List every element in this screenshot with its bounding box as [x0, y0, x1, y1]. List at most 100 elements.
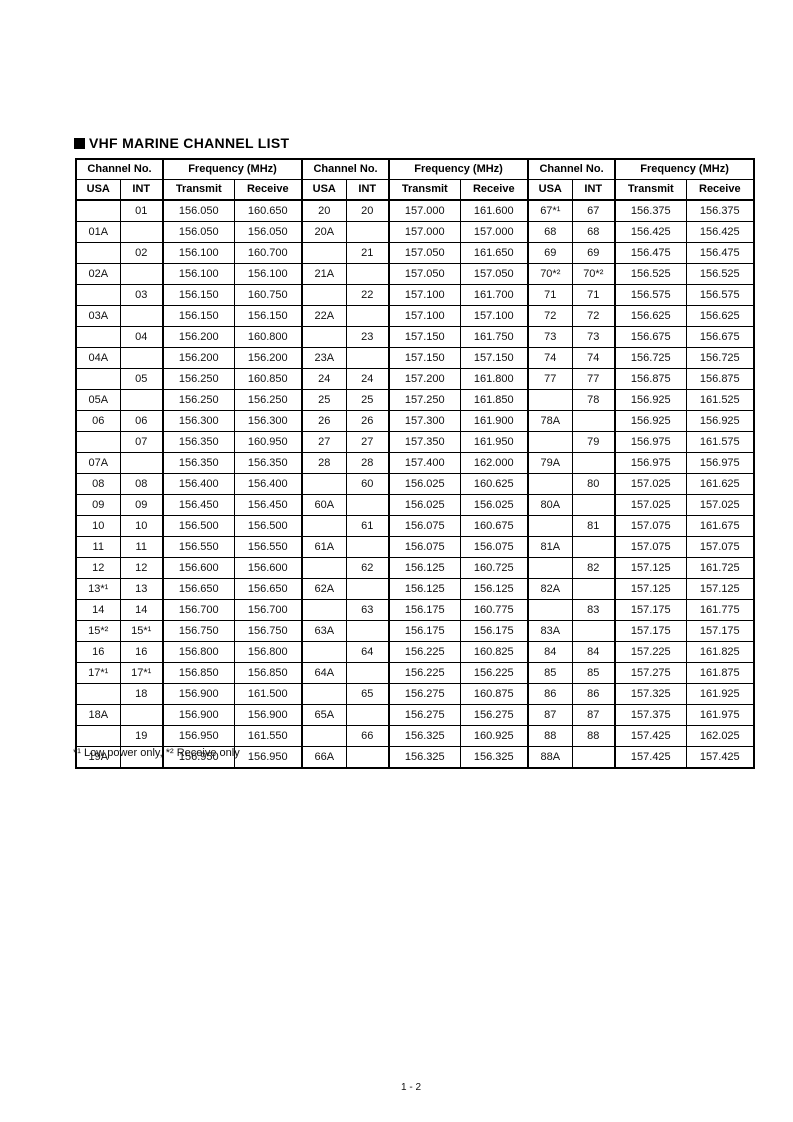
- table-cell: 156.450: [233, 494, 303, 516]
- table-cell: 161.825: [685, 641, 755, 663]
- table-header: Channel No. Frequency (MHz) Channel No. …: [74, 158, 755, 201]
- table-row: 19 156.950 161.550 66 156.325 160.925 88 88 157.…: [75, 725, 755, 747]
- table-cell: 157.150: [388, 326, 461, 348]
- table-cell: 157.250: [388, 389, 461, 411]
- table-cell: 157.000: [388, 221, 461, 243]
- table-cell: 04A: [75, 347, 121, 369]
- table-cell: 156.625: [614, 305, 687, 327]
- table-cell: 161.850: [459, 389, 529, 411]
- table-cell: 73: [571, 326, 616, 348]
- table-cell: 28: [345, 452, 390, 474]
- receive-column-header: Receive: [233, 179, 303, 201]
- table-cell: 161.775: [685, 599, 755, 621]
- table-cell: 157.075: [614, 515, 687, 537]
- table-cell: 156.075: [388, 536, 461, 558]
- table-cell: 157.150: [388, 347, 461, 369]
- table-cell: 61A: [301, 536, 347, 558]
- table-cell: 157.175: [614, 599, 687, 621]
- table-cell: 156.950: [162, 746, 235, 769]
- table-cell: [75, 326, 121, 348]
- table-cell: 157.200: [388, 368, 461, 390]
- table-cell: 157.125: [685, 578, 755, 600]
- table-cell: 156.600: [233, 557, 303, 579]
- table-cell: 156.250: [233, 389, 303, 411]
- channel-table-body: 01 156.050 160.650 20 20 157.000 161.600 67*¹ 67…: [75, 199, 755, 769]
- table-cell: 156.675: [614, 326, 687, 348]
- table-cell: 156.225: [459, 662, 529, 684]
- table-cell: 161.525: [685, 389, 755, 411]
- square-bullet-icon: [74, 137, 85, 149]
- transmit-column-header: Transmit: [162, 179, 235, 201]
- table-cell: 26: [301, 410, 347, 432]
- table-cell: 23A: [301, 347, 347, 369]
- table-cell: 156.175: [388, 620, 461, 642]
- table-cell: [345, 620, 390, 642]
- table-cell: 156.050: [162, 221, 235, 243]
- usa-column-header: USA: [527, 179, 573, 201]
- table-row: 04A 156.200 156.200 23A 157.150 157.150 74 74 15…: [75, 347, 755, 369]
- table-cell: [119, 221, 164, 243]
- table-cell: 64: [345, 641, 390, 663]
- footnote: *¹ Low power only, *² Receive only: [73, 747, 240, 759]
- table-cell: 61: [345, 515, 390, 537]
- table-cell: 156.975: [614, 452, 687, 474]
- table-cell: 156.275: [388, 704, 461, 726]
- table-cell: 85: [527, 662, 573, 684]
- table-cell: 03: [119, 284, 164, 306]
- table-cell: 156.700: [233, 599, 303, 621]
- table-cell: 156.900: [162, 683, 235, 705]
- table-cell: 160.875: [459, 683, 529, 705]
- table-cell: 160.625: [459, 473, 529, 495]
- table-cell: 156.900: [162, 704, 235, 726]
- table-cell: 157.075: [685, 536, 755, 558]
- table-cell: [571, 536, 616, 558]
- channel-no-group-header: Channel No.: [527, 158, 616, 180]
- table-cell: 88A: [527, 746, 573, 769]
- table-cell: 156.875: [614, 368, 687, 390]
- int-column-header: INT: [571, 179, 616, 201]
- table-cell: [75, 431, 121, 453]
- table-cell: 156.325: [388, 746, 461, 769]
- table-cell: 07A: [75, 452, 121, 474]
- table-cell: 156.650: [233, 578, 303, 600]
- table-cell: 19A: [75, 746, 121, 769]
- table-cell: 157.400: [388, 452, 461, 474]
- table-cell: 157.175: [614, 620, 687, 642]
- table-cell: [527, 431, 573, 453]
- table-cell: 156.150: [233, 305, 303, 327]
- table-cell: 162.025: [685, 725, 755, 747]
- table-cell: 157.275: [614, 662, 687, 684]
- table-cell: 156.325: [459, 746, 529, 769]
- table-cell: 80: [571, 473, 616, 495]
- table-cell: 156.025: [388, 494, 461, 516]
- table-cell: 23: [345, 326, 390, 348]
- receive-column-header: Receive: [685, 179, 755, 201]
- table-cell: 156.100: [233, 263, 303, 285]
- table-cell: 17*¹: [75, 662, 121, 684]
- table-cell: 157.100: [388, 305, 461, 327]
- table-cell: 70*²: [571, 263, 616, 285]
- table-cell: 156.900: [233, 704, 303, 726]
- table-cell: 157.000: [459, 221, 529, 243]
- table-cell: 156.375: [614, 199, 687, 222]
- table-cell: 156.175: [388, 599, 461, 621]
- table-cell: 156.075: [459, 536, 529, 558]
- table-cell: 156.500: [162, 515, 235, 537]
- table-cell: 78: [571, 389, 616, 411]
- table-cell: 156.875: [685, 368, 755, 390]
- table-cell: [75, 242, 121, 264]
- table-cell: [345, 536, 390, 558]
- table-cell: 156.100: [162, 263, 235, 285]
- table-row: 02 156.100 160.700 21 157.050 161.650 69 69 156.…: [75, 242, 755, 264]
- table-cell: 24: [301, 368, 347, 390]
- table-cell: [571, 746, 616, 769]
- table-row: 01A 156.050 156.050 20A 157.000 157.000 68 68 15…: [75, 221, 755, 243]
- table-cell: 160.775: [459, 599, 529, 621]
- column-header-row: USA INT Transmit Receive USA INT Transmi…: [75, 179, 755, 201]
- transmit-column-header: Transmit: [388, 179, 461, 201]
- table-cell: 82A: [527, 578, 573, 600]
- table-cell: 85: [571, 662, 616, 684]
- table-cell: 14: [75, 599, 121, 621]
- table-row: 18 156.900 161.500 65 156.275 160.875 86 86 157.…: [75, 683, 755, 705]
- table-row: 07 156.350 160.950 27 27 157.350 161.950 79 156.…: [75, 431, 755, 453]
